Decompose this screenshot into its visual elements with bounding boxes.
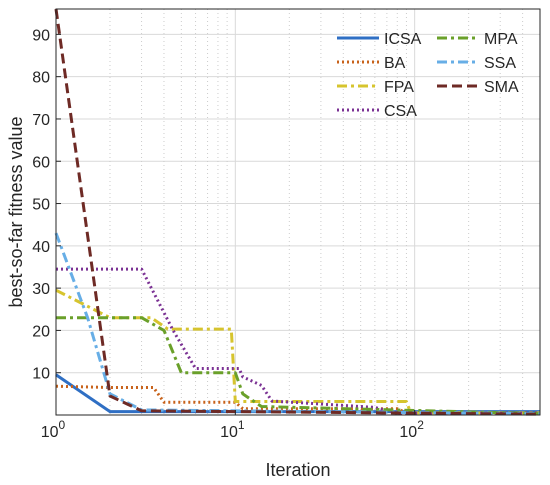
x-axis-label: Iteration xyxy=(265,460,330,480)
y-tick-label: 70 xyxy=(32,112,50,129)
series-line-csa xyxy=(56,267,540,415)
plot-background xyxy=(56,9,540,415)
y-tick-label: 30 xyxy=(32,281,50,298)
y-tick-label: 40 xyxy=(32,239,50,256)
x-tick-label: 100 xyxy=(41,418,66,441)
x-tick-label: 101 xyxy=(220,418,245,441)
legend: ICSA BA FPA CSA MPA SSA SMA xyxy=(337,31,519,120)
series-group xyxy=(54,8,541,416)
y-tick-label: 50 xyxy=(32,197,50,214)
legend-label-fpa: FPA xyxy=(384,79,414,96)
legend-label-sma: SMA xyxy=(484,79,519,96)
legend-label-icsa: ICSA xyxy=(384,31,422,48)
series-line-sma xyxy=(54,8,541,416)
y-tick-label: 20 xyxy=(32,323,50,340)
series-line-mpa xyxy=(56,316,541,416)
legend-label-ssa: SSA xyxy=(484,55,516,72)
legend-label-ba: BA xyxy=(384,55,406,72)
y-tick-label: 10 xyxy=(32,366,50,383)
y-tick-label: 60 xyxy=(32,154,50,171)
y-tick-label: 90 xyxy=(32,27,50,44)
grid xyxy=(56,9,541,415)
x-tick-label: 102 xyxy=(399,418,424,441)
y-axis-label: best-so-far fitness value xyxy=(6,116,26,307)
y-tick-label: 80 xyxy=(32,70,50,87)
legend-label-mpa: MPA xyxy=(484,31,518,48)
plot-frame xyxy=(55,8,541,416)
legend-label-csa: CSA xyxy=(384,103,417,120)
